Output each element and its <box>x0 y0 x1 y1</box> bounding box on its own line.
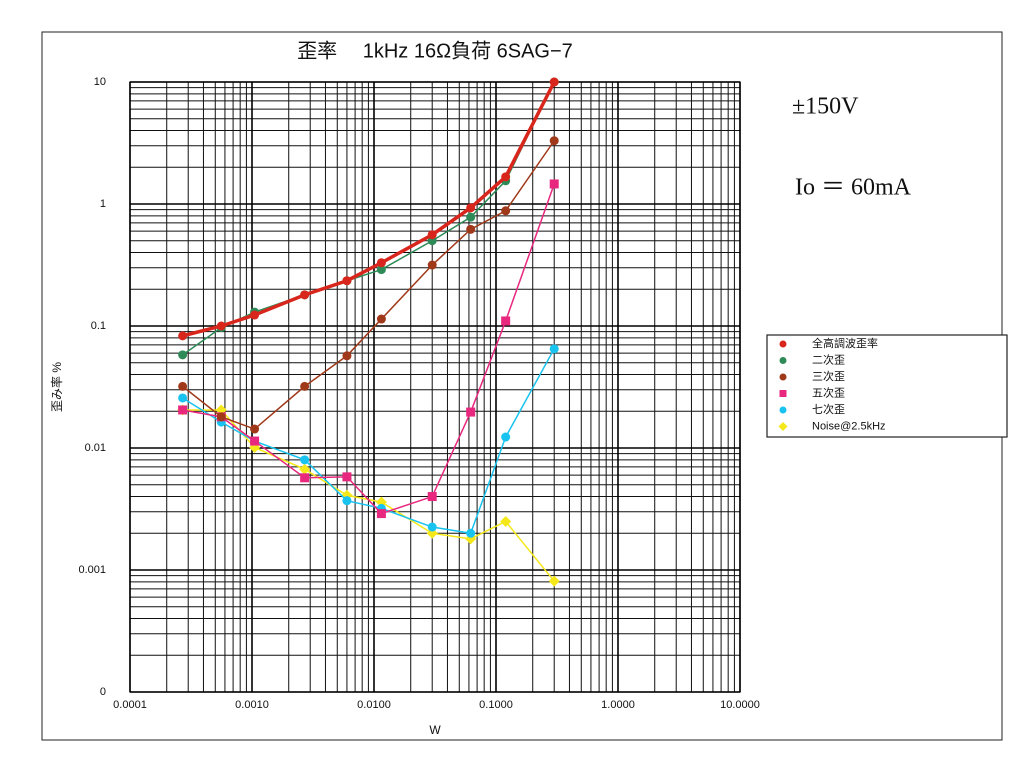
marker <box>427 260 437 270</box>
plot-border <box>129 81 741 693</box>
marker <box>300 290 310 300</box>
marker <box>376 314 386 324</box>
marker <box>342 496 352 506</box>
y-tick-label: 0 <box>100 686 106 698</box>
legend-marker <box>779 373 787 381</box>
marker <box>300 455 310 465</box>
x-tick-label: 0.0010 <box>235 699 269 711</box>
legend-label: 五次歪 <box>812 385 845 399</box>
marker <box>501 172 511 182</box>
x-tick-label: 1.0000 <box>601 699 635 711</box>
marker <box>466 224 476 234</box>
marker <box>427 230 437 240</box>
marker <box>549 344 559 354</box>
marker <box>250 310 260 320</box>
y-tick-label: 1 <box>100 198 106 210</box>
x-tick-label: 0.0001 <box>113 699 147 711</box>
marker <box>466 203 476 213</box>
legend-label: 全高調波歪率 <box>812 336 878 350</box>
marker <box>342 472 352 482</box>
x-tick-label: 0.0100 <box>357 699 391 711</box>
marker <box>342 351 352 361</box>
x-tick-label: 10.0000 <box>720 699 760 711</box>
marker <box>501 432 511 442</box>
marker <box>178 405 188 415</box>
series-line <box>182 348 555 535</box>
marker <box>376 509 386 519</box>
marker <box>501 206 511 216</box>
y-axis-label: 歪み率 % <box>49 362 64 412</box>
legend-label: 三次歪 <box>812 369 845 383</box>
series-line <box>182 140 555 430</box>
legend-label: 七次歪 <box>812 402 845 416</box>
y-tick-label: 10 <box>94 76 106 88</box>
chart-title: 歪率 1kHz 16Ω負荷 6SAG−7 <box>297 39 573 62</box>
legend-marker <box>779 340 787 348</box>
marker <box>178 381 188 391</box>
legend-marker <box>779 357 787 364</box>
marker <box>300 473 310 483</box>
series-line <box>182 183 555 515</box>
annotation: Io ＝ 60mA <box>795 175 912 201</box>
marker <box>549 179 559 189</box>
marker <box>299 463 311 475</box>
marker <box>250 424 260 434</box>
marker <box>466 407 476 417</box>
legend-label: 二次歪 <box>812 352 845 366</box>
legend-marker <box>778 422 788 431</box>
marker <box>500 515 512 527</box>
x-axis-label: W <box>429 723 441 737</box>
legend-marker <box>779 406 787 414</box>
series-line <box>182 81 556 338</box>
marker <box>178 331 188 341</box>
marker <box>216 412 226 422</box>
marker <box>376 265 386 275</box>
y-tick-label: 0.001 <box>78 564 106 576</box>
legend-marker <box>779 390 787 397</box>
marker <box>549 77 559 87</box>
marker <box>466 212 476 222</box>
marker <box>178 350 188 360</box>
legend-label: Noise@2.5kHz <box>812 420 886 432</box>
marker <box>250 436 260 446</box>
marker <box>466 528 476 538</box>
legend <box>766 334 1008 438</box>
marker <box>178 393 188 403</box>
marker <box>427 522 437 532</box>
marker <box>548 575 560 587</box>
marker <box>342 276 352 286</box>
marker <box>549 136 559 146</box>
y-tick-label: 0.1 <box>91 320 106 332</box>
y-tick-label: 0.01 <box>85 442 106 454</box>
marker <box>216 321 226 331</box>
x-tick-label: 0.1000 <box>479 699 513 711</box>
marker <box>376 258 386 268</box>
marker <box>300 381 310 391</box>
marker <box>427 492 437 502</box>
annotation: ±150V <box>792 94 859 120</box>
marker <box>501 316 511 326</box>
